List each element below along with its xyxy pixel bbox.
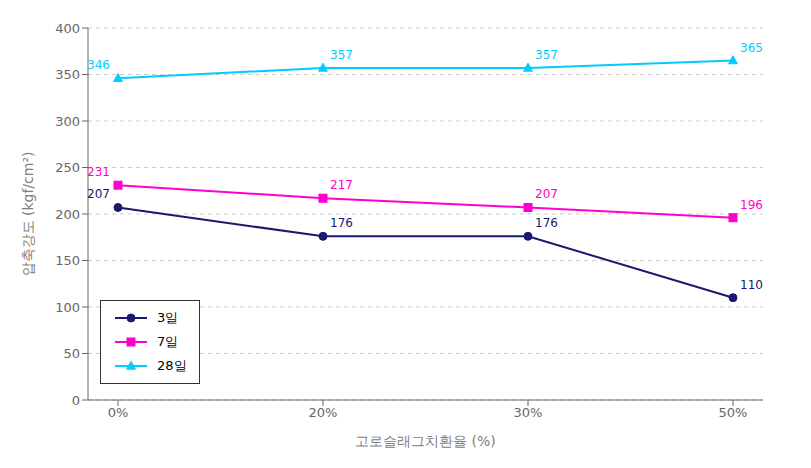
svg-text:231: 231 xyxy=(87,165,110,179)
svg-text:20%: 20% xyxy=(309,405,338,420)
svg-text:150: 150 xyxy=(55,253,80,268)
svg-text:207: 207 xyxy=(535,187,558,201)
svg-text:250: 250 xyxy=(55,160,80,175)
html-text:7일: 7일 xyxy=(157,334,179,349)
svg-text:100: 100 xyxy=(55,300,80,315)
svg-text:176: 176 xyxy=(330,216,353,230)
svg-text:200: 200 xyxy=(55,207,80,222)
svg-text:300: 300 xyxy=(55,114,80,129)
svg-text:365: 365 xyxy=(740,41,763,55)
svg-text:350: 350 xyxy=(55,67,80,82)
svg-text:217: 217 xyxy=(330,178,353,192)
svg-text:110: 110 xyxy=(740,278,763,292)
html-text:28일: 28일 xyxy=(157,358,187,373)
svg-text:196: 196 xyxy=(740,198,763,212)
svg-text:30%: 30% xyxy=(514,405,543,420)
svg-text:50%: 50% xyxy=(719,405,748,420)
svg-text:176: 176 xyxy=(535,216,558,230)
svg-text:0%: 0% xyxy=(108,405,129,420)
svg-text:346: 346 xyxy=(87,58,110,72)
svg-text:50: 50 xyxy=(63,346,80,361)
svg-text:400: 400 xyxy=(55,21,80,36)
svg-text:고로슬래그치환율 (%): 고로슬래그치환율 (%) xyxy=(355,433,496,449)
svg-text:0: 0 xyxy=(72,393,80,408)
svg-text:207: 207 xyxy=(87,187,110,201)
svg-text:357: 357 xyxy=(535,48,558,62)
svg-text:압축강도 (kgf/cm²): 압축강도 (kgf/cm²) xyxy=(20,152,36,277)
html-text:3일: 3일 xyxy=(157,310,179,325)
svg-text:357: 357 xyxy=(330,48,353,62)
